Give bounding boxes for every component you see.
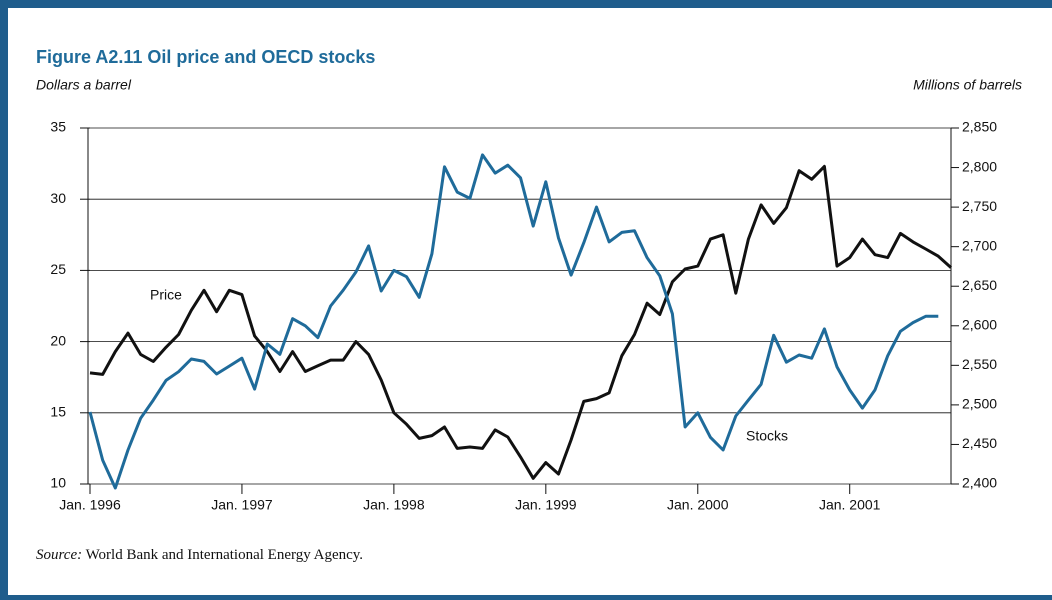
- annotation: Price: [150, 287, 182, 303]
- y-tick-label: 20: [50, 332, 66, 348]
- x-tick-label: Jan. 1997: [211, 497, 273, 513]
- y2-tick-label: 2,700: [962, 237, 997, 253]
- y2-tick-label: 2,850: [962, 119, 997, 135]
- y2-tick-label: 2,750: [962, 198, 997, 214]
- y-tick-label: 25: [50, 261, 66, 277]
- y-tick-label: 10: [50, 475, 66, 491]
- y2-tick-label: 2,400: [962, 475, 997, 491]
- y2-tick-label: 2,550: [962, 356, 997, 372]
- source-label: Source:: [36, 547, 82, 563]
- y-tick-label: 30: [50, 190, 66, 206]
- series-line: [88, 153, 939, 490]
- y2-tick-label: 2,650: [962, 277, 997, 293]
- x-tick-label: Jan. 1996: [59, 497, 121, 513]
- y2-axis-label: Millions of barrels: [913, 77, 1022, 93]
- source: Source: World Bank and International Ene…: [36, 547, 363, 563]
- y-axis-label: Dollars a barrel: [36, 77, 132, 93]
- x-tick-label: Jan. 1999: [515, 497, 577, 513]
- x-tick-label: Jan. 1998: [363, 497, 425, 513]
- y2-tick-label: 2,800: [962, 158, 997, 174]
- x-tick-label: Jan. 2001: [819, 497, 881, 513]
- frame-left: [0, 0, 8, 600]
- annotation: Stocks: [746, 428, 788, 444]
- y2-tick-label: 2,600: [962, 316, 997, 332]
- frame-bottom: [0, 595, 1052, 600]
- y2-tick-label: 2,500: [962, 396, 997, 412]
- x-tick-label: Jan. 2000: [667, 497, 729, 513]
- chart-title: Figure A2.11 Oil price and OECD stocks: [36, 47, 375, 67]
- y-tick-label: 35: [50, 119, 66, 135]
- series-line: [89, 164, 953, 480]
- source-text: World Bank and International Energy Agen…: [86, 547, 363, 563]
- y2-tick-label: 2,450: [962, 435, 997, 451]
- frame-top: [0, 0, 1052, 8]
- y-tick-label: 15: [50, 404, 66, 420]
